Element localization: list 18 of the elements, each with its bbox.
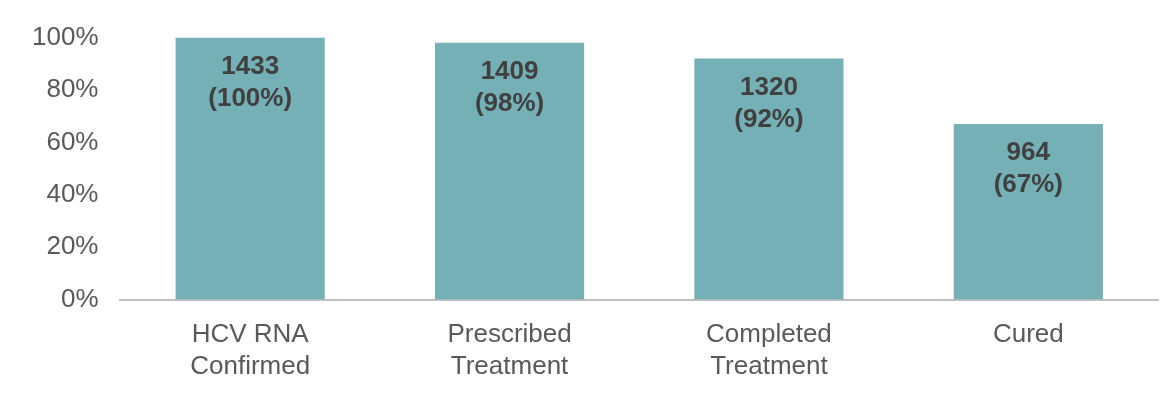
data-label: 1433 (100%) xyxy=(208,49,293,112)
y-tick-label: 0% xyxy=(60,282,99,313)
y-tick-label: 40% xyxy=(46,177,99,208)
bar xyxy=(953,124,1103,300)
x-tick-label: Cured xyxy=(992,318,1064,349)
y-tick-label: 60% xyxy=(46,125,99,156)
x-tick-label: HCV RNA Confirmed xyxy=(190,318,311,380)
bar xyxy=(175,37,325,300)
data-label: 964 (67%) xyxy=(993,136,1063,199)
bar xyxy=(694,58,844,300)
x-tick-label: Prescribed Treatment xyxy=(447,318,572,380)
bar xyxy=(434,42,585,300)
y-tick-label: 80% xyxy=(46,73,99,104)
y-tick-label: 20% xyxy=(46,230,99,261)
y-tick-label: 100% xyxy=(32,20,99,51)
data-label: 1320 (92%) xyxy=(734,70,804,133)
data-label: 1409 (98%) xyxy=(474,55,545,118)
x-tick-label: Completed Treatment xyxy=(706,318,832,380)
